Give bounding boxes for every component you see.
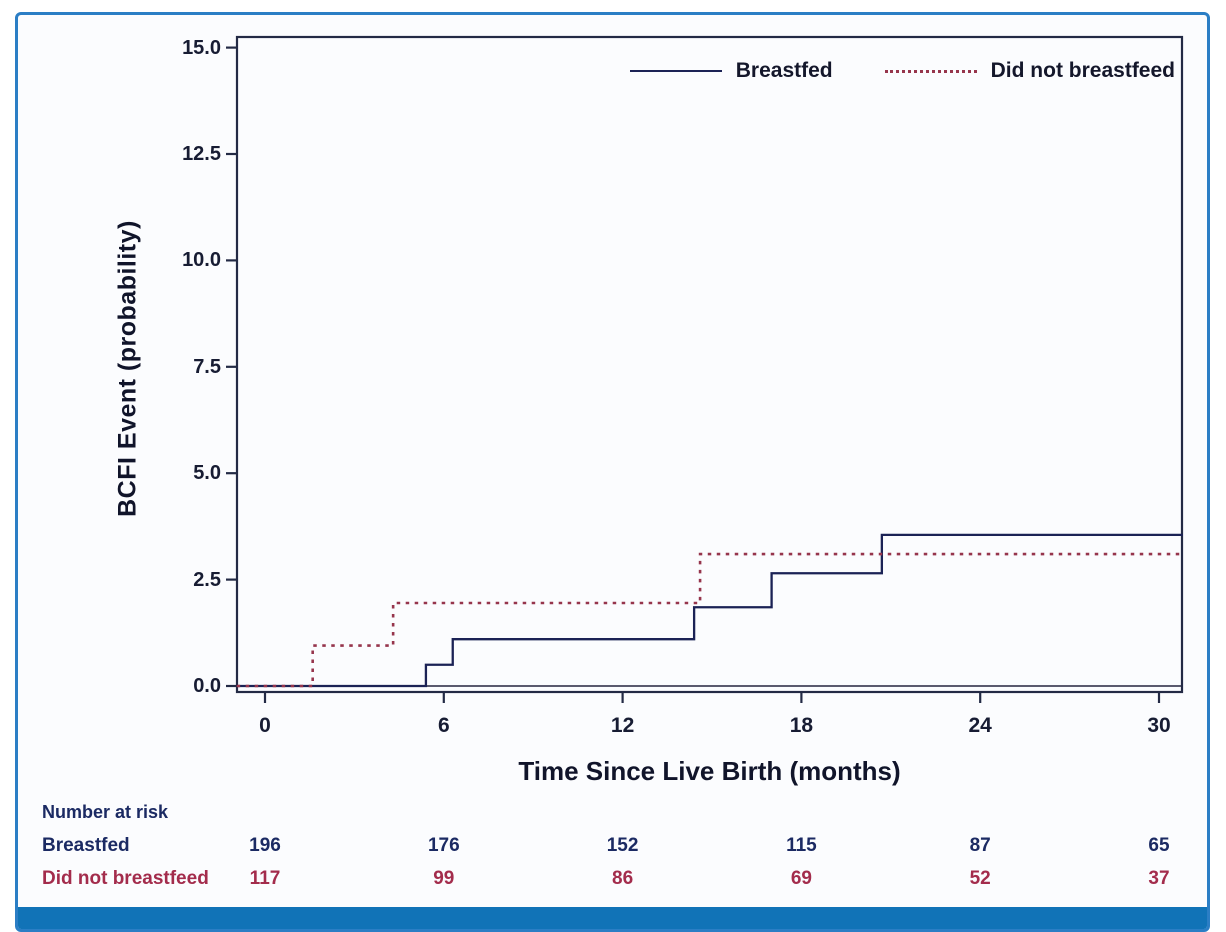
- y-tick-label: 0.0: [193, 675, 221, 697]
- y-tick-label: 7.5: [193, 355, 221, 378]
- risk-value: 196: [249, 835, 281, 856]
- curve-breastfed: [236, 533, 1183, 688]
- risk-row-label-not-breastfeed: Did not breastfeed: [42, 868, 209, 889]
- risk-value: 87: [969, 835, 991, 856]
- risk-value: 69: [790, 868, 812, 889]
- y-tick-label: 5.0: [193, 462, 221, 485]
- risk-value: 176: [427, 835, 460, 856]
- risk-value: 52: [969, 868, 991, 889]
- breastfed-line-sample-icon: [629, 70, 722, 72]
- risk-value: 152: [606, 835, 639, 856]
- bottom-accent-bar: [18, 907, 1207, 929]
- plot-legend: Breastfed Did not breastfeed: [600, 58, 1175, 84]
- risk-value: 65: [1148, 835, 1170, 856]
- y-tick-label: 12.5: [182, 143, 221, 165]
- x-tick-label: 0: [259, 714, 271, 737]
- legend-label-breastfed: Breastfed: [735, 59, 833, 82]
- not-breastfed-line-sample-icon: [884, 69, 977, 73]
- x-tick-label: 24: [968, 714, 992, 737]
- x-tick-label: 18: [789, 714, 814, 737]
- risk-value: 117: [249, 868, 281, 889]
- x-tick-label: 12: [610, 714, 635, 737]
- risk-value: 99: [433, 868, 455, 889]
- y-tick-label: 2.5: [193, 568, 221, 591]
- legend-label-not-breastfed: Did not breastfeed: [990, 59, 1175, 82]
- plot-frame: [235, 35, 1184, 694]
- risk-value: 37: [1148, 868, 1170, 889]
- x-tick-label: 6: [437, 714, 450, 737]
- x-axis-title: Time Since Live Birth (months): [518, 756, 901, 786]
- y-tick-label: 15.0: [182, 36, 221, 59]
- risk-value: 86: [612, 868, 634, 889]
- y-axis-title: BCFI Event (probability): [113, 220, 142, 517]
- curve-did-not-breastfeed: [236, 552, 1183, 688]
- risk-value: 115: [786, 835, 817, 856]
- risk-table-title: Number at risk: [42, 802, 169, 822]
- y-tick-label: 10.0: [182, 249, 221, 272]
- figure-border-frame: [15, 12, 1210, 932]
- x-tick-label: 30: [1147, 714, 1171, 737]
- risk-row-label-breastfed: Breastfed: [42, 835, 130, 856]
